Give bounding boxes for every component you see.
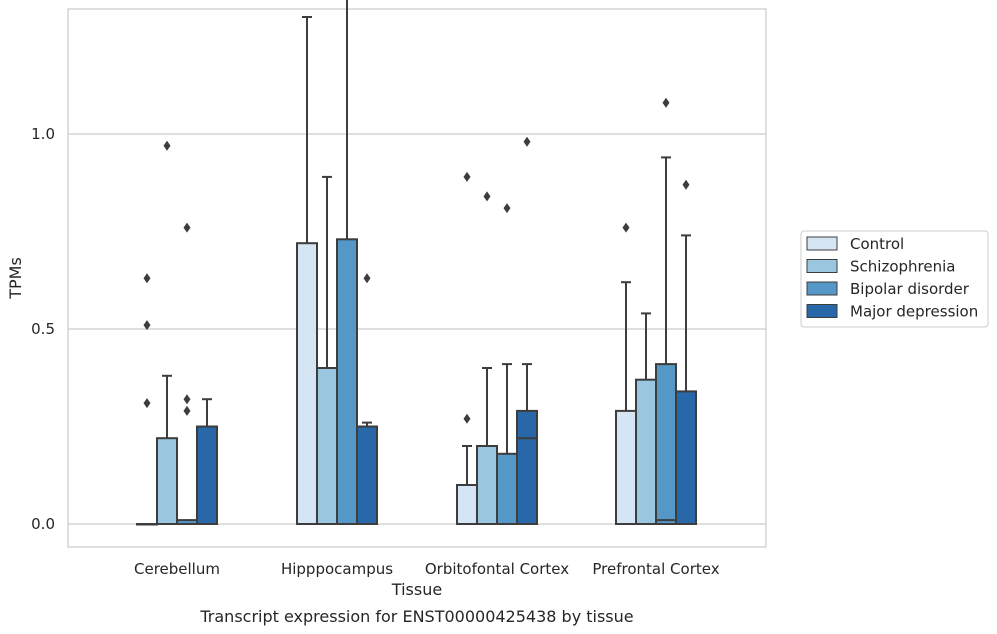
box <box>456 484 478 525</box>
plot-area-frame <box>67 8 767 548</box>
box-group <box>615 222 637 525</box>
box <box>316 367 338 525</box>
boxes-layer <box>136 0 697 526</box>
box <box>476 445 498 525</box>
box-group <box>496 203 518 525</box>
legend-swatch <box>806 259 838 273</box>
box <box>675 390 697 525</box>
outlier-point <box>622 222 630 233</box>
outlier-point <box>682 179 690 190</box>
box <box>336 238 358 526</box>
box-group <box>675 179 697 525</box>
box <box>156 437 178 526</box>
y-tick-label: 0.5 <box>31 320 55 338</box>
x-tick-labels: Cerebellum Hipppocampus Orbitofontal Corte… <box>134 560 720 578</box>
outlier-point <box>523 136 531 147</box>
box <box>655 363 677 525</box>
outlier-point <box>363 273 371 284</box>
x-tick-label: Orbitofontal Cortex <box>425 560 569 578</box>
box-group <box>356 273 378 525</box>
box-group <box>136 273 158 526</box>
y-axis-label: TPMs <box>6 257 25 300</box>
x-tick-label: Cerebellum <box>134 560 220 578</box>
outlier-point <box>463 171 471 182</box>
box-group <box>316 175 338 525</box>
box-group <box>176 222 198 525</box>
outlier-point <box>662 97 670 108</box>
outlier-point <box>143 320 151 331</box>
box <box>615 409 637 525</box>
legend-swatch <box>806 304 838 318</box>
box <box>296 242 318 525</box>
y-tick-label: 1.0 <box>31 125 55 143</box>
box-group <box>336 0 358 526</box>
outlier-point <box>183 394 191 405</box>
legend-label: Major depression <box>850 303 978 321</box>
box-group <box>635 312 657 526</box>
box <box>196 425 218 525</box>
outlier-point <box>143 398 151 409</box>
x-axis-label: Tissue <box>391 580 442 599</box>
legend-swatch <box>806 236 838 251</box>
box <box>356 425 378 525</box>
y-tick-label: 0.0 <box>31 515 55 533</box>
legend-label: Bipolar disorder <box>850 280 970 298</box>
legend-label: Schizophrenia <box>850 258 955 276</box>
figure-caption: Transcript expression for ENST0000042543… <box>199 607 633 626</box>
outlier-point <box>183 405 191 416</box>
outlier-point <box>143 273 151 284</box>
y-tick-labels: 0.00.51.01.52.02.5 <box>31 125 55 533</box>
box-group <box>456 171 478 525</box>
outlier-point <box>463 413 471 424</box>
box-group <box>516 136 538 525</box>
box-group <box>476 191 498 525</box>
x-tick-label: Prefrontal Cortex <box>592 560 719 578</box>
outlier-point <box>503 203 511 214</box>
legend-swatch <box>806 281 838 296</box>
box-group <box>655 97 677 525</box>
legend: Control Schizophrenia Bipolar disorder Majo… <box>800 230 989 328</box>
box <box>516 409 538 525</box>
outlier-point <box>483 191 491 202</box>
outlier-point <box>163 140 171 151</box>
legend-label: Control <box>850 235 904 253</box>
box-group <box>196 398 218 525</box>
box <box>635 378 657 526</box>
box <box>496 452 518 525</box>
outlier-point <box>183 222 191 233</box>
x-tick-label: Hipppocampus <box>281 560 393 578</box>
box-group <box>156 140 178 526</box>
legend-frame <box>800 230 989 328</box>
box-group <box>296 16 318 525</box>
